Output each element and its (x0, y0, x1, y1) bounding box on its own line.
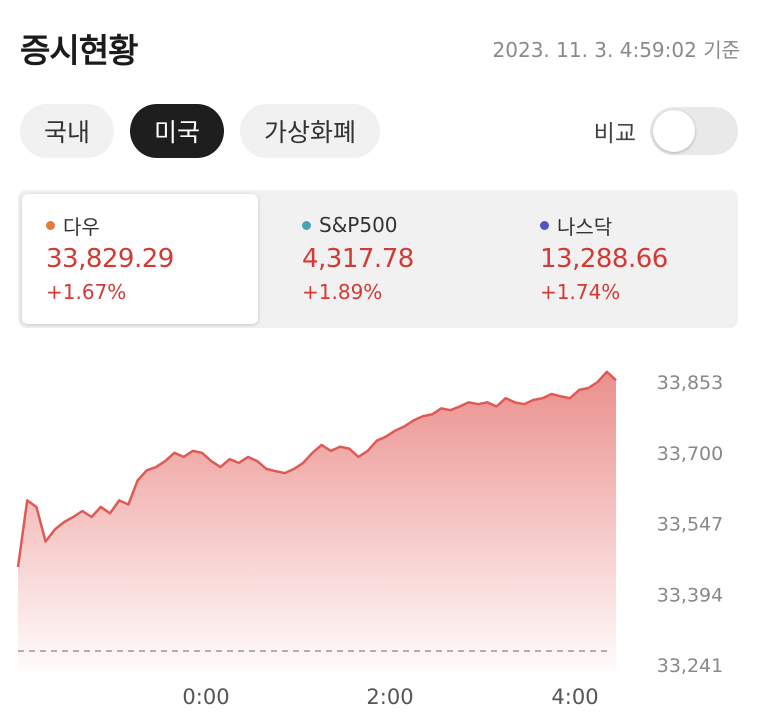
x-tick-label: 4:00 (551, 685, 598, 709)
x-tick-label: 2:00 (366, 685, 413, 709)
dow-color-dot (46, 220, 55, 230)
x-tick-label: 0:00 (182, 685, 229, 709)
tab-us[interactable]: 미국 (130, 104, 225, 158)
index-value: 33,829.29 (46, 244, 174, 274)
index-change: +1.67% (46, 280, 127, 304)
tab-domestic[interactable]: 국내 (20, 104, 115, 158)
chart-area-fill (18, 371, 616, 671)
page-title: 증시현황 (20, 31, 138, 70)
tab-crypto[interactable]: 가상화폐 (240, 104, 381, 158)
index-card-nasdaq[interactable]: 나스닥 13,288.66 +1.74% (516, 194, 752, 324)
index-change: +1.74% (540, 280, 621, 304)
index-value: 13,288.66 (540, 244, 668, 274)
index-name: 다우 (63, 214, 100, 239)
index-name: S&P500 (319, 213, 398, 237)
nasdaq-color-dot (540, 220, 549, 230)
chart-line (16, 370, 617, 568)
index-change: +1.89% (302, 280, 383, 304)
y-tick-label: 33,241 (657, 655, 723, 677)
compare-toggle[interactable] (650, 107, 738, 155)
market-tabs: 국내 미국 가상화폐 (20, 104, 381, 158)
y-tick-label: 33,853 (657, 372, 723, 394)
header: 증시현황 2023. 11. 3. 4:59:02 기준 (20, 18, 740, 70)
area-chart[interactable]: 33,853 33,700 33,547 33,394 33,241 0:00 2:00 4… (0, 340, 760, 720)
y-tick-label: 33,700 (657, 443, 723, 465)
index-value: 4,317.78 (302, 244, 414, 274)
index-name: 나스닥 (557, 214, 613, 239)
y-tick-label: 33,394 (657, 584, 723, 606)
sp500-color-dot (302, 220, 311, 230)
y-tick-label: 33,547 (657, 514, 723, 536)
compare-label: 비교 (593, 121, 636, 147)
timestamp: 2023. 11. 3. 4:59:02 기준 (492, 38, 740, 62)
index-card-dow[interactable]: 다우 33,829.29 +1.67% (22, 194, 258, 324)
compare-control: 비교 (594, 106, 738, 156)
index-card-sp500[interactable]: S&P500 4,317.78 +1.89% (278, 194, 514, 324)
index-summary: 다우 33,829.29 +1.67% S&P500 4,317.78 +1.8… (18, 190, 738, 328)
toggle-knob (653, 110, 695, 152)
index-chart[interactable]: 33,853 33,700 33,547 33,394 33,241 0:00 2:00 4… (0, 340, 760, 720)
